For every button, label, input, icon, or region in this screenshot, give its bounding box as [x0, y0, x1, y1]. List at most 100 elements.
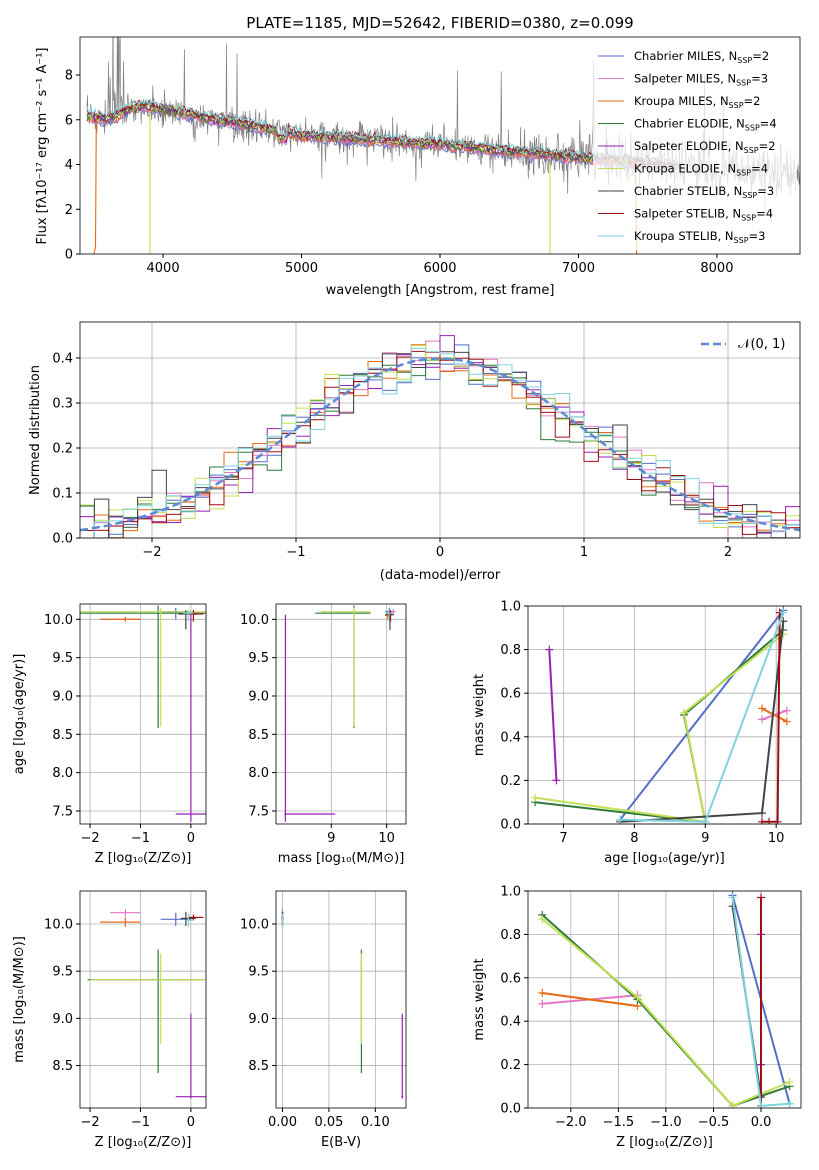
age-vs-mass-panel: 9 10 7.5 8.0 8.5 9.0 9.5 10.0 mass [log₁₀(M/M⊙)]	[240, 603, 407, 866]
mw-age-xlabel: age [log₁₀(age/yr)]	[604, 851, 725, 866]
mass-ebv-xtick-label: 0.10	[361, 1115, 390, 1130]
age-z-ytick-label: 8.0	[52, 766, 73, 781]
spectrum-xtick-label: 5000	[285, 261, 318, 276]
mw-age-marker	[552, 776, 561, 785]
age-mass-axes-frame	[275, 603, 407, 825]
age-mass-ytick-label: 8.0	[248, 766, 269, 781]
histogram-ytick-label: 0.1	[52, 487, 73, 502]
age-z-ticks: −2 −1 0 7.5 8.0 8.5 9.0 9.5 10.0	[44, 613, 195, 846]
mass-ebv-grid	[276, 891, 406, 1108]
spectrum-xtick-label: 6000	[423, 261, 456, 276]
age-mass-xtick-label: 9	[327, 831, 335, 846]
mw-z-marker	[757, 1101, 766, 1108]
mw-z-marker	[785, 1077, 794, 1086]
mw-z-line-3	[542, 992, 638, 1007]
mass-vs-ebv-panel: 0.00 0.05 0.10 8.5 9.0 9.5 10.0 E(B-V)	[240, 890, 407, 1150]
mw-age-line-9	[620, 612, 785, 823]
histogram-legend: 𝒩(0, 1)	[701, 337, 785, 352]
mass-z-xtick-label: −1	[131, 1115, 150, 1130]
age-z-ytick-label: 9.5	[52, 651, 73, 666]
mw-age-xtick-label: 10	[768, 831, 785, 846]
mw-age-marker	[758, 715, 766, 724]
massweight-vs-age-panel: 7 8 9 10 0.0 0.2 0.4 0.6 0.8 1.0 age [log₁₀(age/yr…	[472, 600, 802, 866]
age-z-ytick-label: 10.0	[44, 613, 73, 628]
histogram-xtick-label: 1	[580, 545, 588, 560]
mw-age-marker	[782, 717, 791, 726]
mass-vs-metallicity-panel: −2 −1 0 8.5 9.0 9.5 10.0 Z [log₁₀(Z/Z⊙)] mass [l…	[12, 890, 207, 1150]
age-z-axes-frame	[79, 603, 207, 825]
spectrum-xlabel: wavelength [Angstrom, rest frame]	[326, 283, 555, 298]
normal-pdf-legend-label: 𝒩(0, 1)	[738, 337, 785, 352]
mass-z-plot	[87, 908, 206, 1099]
spectrum-legend: Chabrier MILES, NSSP=2 Salpeter MILES, NS…	[593, 44, 797, 250]
mw-age-marker	[758, 704, 766, 713]
histogram-xlabel: (data-model)/error	[380, 568, 501, 583]
mw-age-marker	[773, 817, 782, 824]
histogram-xtick-label: −1	[286, 545, 305, 560]
mw-age-ytick-label: 1.0	[500, 600, 521, 615]
age-z-xtick-label: 0	[187, 831, 195, 846]
histogram-xtick-label: 0	[436, 545, 444, 560]
spectrum-ylabel: Flux [fλ10⁻¹⁷ erg cm⁻² s⁻¹ A⁻¹]	[35, 48, 50, 245]
mass-ebv-ytick-label: 10.0	[240, 918, 269, 933]
mw-z-marker	[728, 1101, 737, 1108]
mass-ebv-ticks: 0.00 0.05 0.10 8.5 9.0 9.5 10.0	[240, 918, 390, 1130]
mw-z-ylabel: mass weight	[472, 958, 487, 1040]
legend-label-8: Salpeter STELIB, NSSP=4	[634, 207, 773, 223]
age-mass-ytick-label: 9.5	[248, 651, 269, 666]
mw-age-line-3	[761, 707, 788, 723]
mw-age-xtick-label: 9	[701, 831, 709, 846]
mw-age-marker	[680, 708, 688, 717]
spectrum-ytick-label: 8	[65, 69, 73, 84]
spectrum-xtick-label: 8000	[700, 261, 733, 276]
histogram-xtick-label: 2	[724, 545, 732, 560]
spectrum-panel: 4000 5000 6000 7000 8000 0 2 4 6 8 wavelength [An…	[35, 36, 801, 298]
mass-ebv-ytick-label: 9.5	[248, 965, 269, 980]
mw-age-ytick-label: 0.4	[500, 730, 521, 745]
mass-z-ytick-label: 9.5	[52, 965, 73, 980]
mw-age-marker	[758, 809, 766, 818]
legend-label-4: Chabrier ELODIE, NSSP=4	[634, 117, 777, 133]
mw-z-marker	[538, 988, 547, 997]
legend-label-1: Chabrier MILES, NSSP=2	[634, 49, 769, 65]
legend-label-7: Chabrier STELIB, NSSP=3	[634, 184, 774, 200]
mass-ebv-plot	[281, 908, 404, 1099]
model-edge-blue	[93, 113, 97, 254]
mw-age-ytick-label: 0.0	[500, 818, 521, 833]
mw-age-ylabel: mass weight	[472, 674, 487, 756]
histogram-ytick-label: 0.3	[52, 397, 73, 412]
mass-z-xtick-label: 0	[187, 1115, 195, 1130]
spectrum-ytick-label: 4	[65, 158, 73, 173]
mass-z-ytick-label: 10.0	[44, 918, 73, 933]
legend-label-2: Salpeter MILES, NSSP=3	[634, 72, 768, 88]
histogram-step-8	[80, 350, 800, 535]
mass-z-ytick-label: 9.0	[52, 1012, 73, 1027]
mw-age-ytick-label: 0.2	[500, 774, 521, 789]
mass-ebv-axes-frame	[275, 890, 407, 1109]
spectrum-ytick-label: 2	[65, 203, 73, 218]
age-z-ytick-label: 8.5	[52, 728, 73, 743]
age-mass-xtick-label: 10	[378, 831, 395, 846]
mw-z-marker	[785, 1099, 794, 1108]
mass-ebv-xtick-label: 0.00	[268, 1115, 297, 1130]
mw-age-axes-frame	[527, 605, 802, 825]
age-z-ytick-label: 9.0	[52, 689, 73, 704]
mw-age-marker	[779, 608, 788, 617]
mw-z-xtick-label: −0.5	[698, 1115, 730, 1130]
age-mass-ytick-label: 9.0	[248, 689, 269, 704]
mw-age-marker	[531, 793, 540, 802]
legend-label-6: Kroupa ELODIE, NSSP=4	[634, 162, 768, 178]
mass-z-xlabel: Z [log₁₀(Z/Z⊙)]	[95, 1135, 192, 1150]
mass-z-ytick-label: 8.5	[52, 1059, 73, 1074]
mass-z-ylabel: mass [log₁₀(M/M⊙)]	[12, 936, 27, 1063]
histogram-step-9	[80, 348, 800, 538]
age-mass-ytick-label: 8.5	[248, 728, 269, 743]
mw-z-xlabel: Z [log₁₀(Z/Z⊙)]	[616, 1135, 713, 1150]
mw-z-ytick-label: 0.2	[500, 1058, 521, 1073]
mw-z-ytick-label: 0.8	[500, 928, 521, 943]
mw-age-marker	[782, 706, 791, 715]
spectrum-xtick-label: 7000	[562, 261, 595, 276]
age-z-xtick-label: −1	[131, 831, 150, 846]
spectrum-ytick-label: 0	[65, 248, 73, 263]
